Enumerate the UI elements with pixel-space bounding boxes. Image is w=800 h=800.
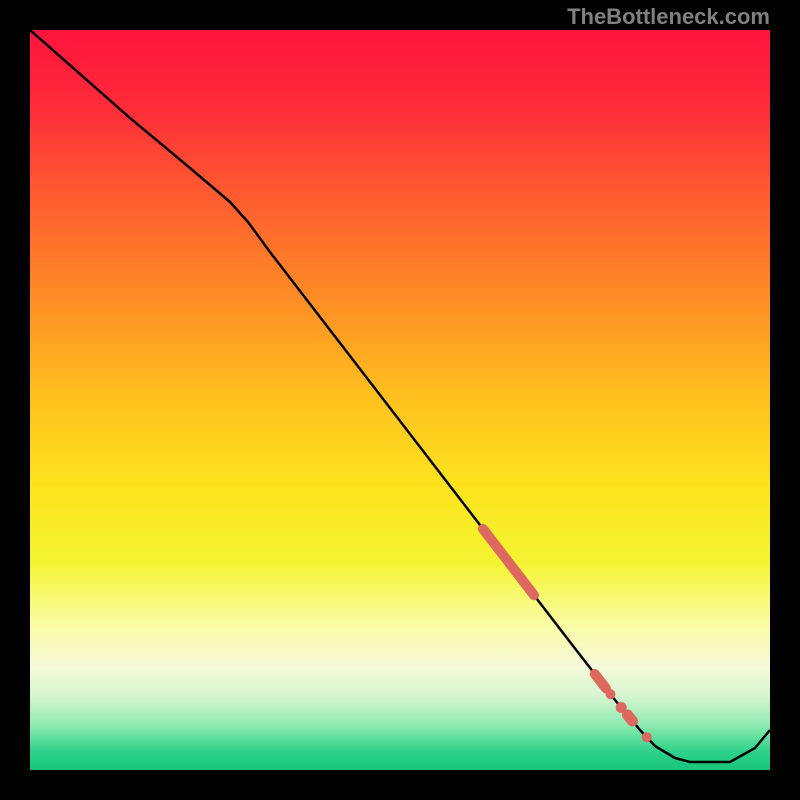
- marker-dot: [606, 689, 616, 699]
- marker-dot: [642, 732, 652, 742]
- marker-segment: [628, 715, 633, 721]
- marker-dot: [616, 702, 627, 713]
- main-curve: [30, 30, 770, 762]
- curve-layer: [30, 30, 770, 770]
- marker-segment: [483, 529, 534, 595]
- marker-group: [483, 529, 652, 742]
- chart-frame: TheBottleneck.com: [0, 0, 800, 800]
- marker-segment: [595, 674, 606, 689]
- plot-area: [30, 30, 770, 770]
- watermark-text: TheBottleneck.com: [567, 4, 770, 30]
